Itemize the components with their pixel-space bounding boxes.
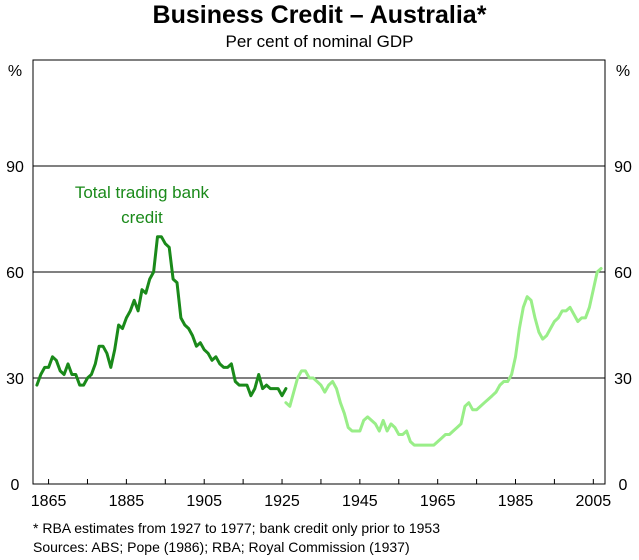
- chart-subtitle: Per cent of nominal GDP: [225, 32, 414, 51]
- x-tick-label: 1945: [342, 493, 378, 510]
- annotation-line: credit: [121, 208, 163, 227]
- series-annotation: Total trading bank credit: [75, 183, 210, 227]
- x-tick-label: 1905: [186, 493, 222, 510]
- y-tick-label-left: 90: [6, 159, 24, 176]
- plot-area-frame: [32, 59, 606, 485]
- axis-ticks: 0 0 30 30 60 60 90 90 1865 1885 1905 1925 1945 1965 19…: [6, 159, 632, 510]
- series-line-2: [284, 267, 603, 447]
- annotation-line: Total trading bank: [75, 183, 210, 202]
- y-unit-left: %: [8, 63, 22, 80]
- y-unit-right: %: [616, 63, 630, 80]
- series-line-1: [35, 235, 288, 398]
- y-tick-label-left: 60: [6, 265, 24, 282]
- x-tick-label: 1985: [498, 493, 534, 510]
- y-tick-label-right: 30: [614, 371, 632, 388]
- x-tick-label: 1865: [31, 493, 67, 510]
- series-lines: [35, 235, 603, 447]
- x-tick-label: 1925: [264, 493, 300, 510]
- y-tick-label-right: 60: [614, 265, 632, 282]
- y-tick-label-left: 30: [6, 371, 24, 388]
- footnote-sources: Sources: ABS; Pope (1986); RBA; Royal Co…: [33, 539, 410, 555]
- x-tick-label: 1885: [109, 493, 145, 510]
- chart-title: Business Credit – Australia*: [152, 1, 487, 29]
- x-tick-label: 1965: [420, 493, 456, 510]
- y-tick-label-right: 90: [614, 159, 632, 176]
- x-tick-label: 2005: [576, 493, 612, 510]
- y-tick-label-left: 0: [11, 477, 20, 494]
- y-tick-label-right: 0: [619, 477, 628, 494]
- footnote-estimates: * RBA estimates from 1927 to 1977; bank …: [33, 520, 441, 536]
